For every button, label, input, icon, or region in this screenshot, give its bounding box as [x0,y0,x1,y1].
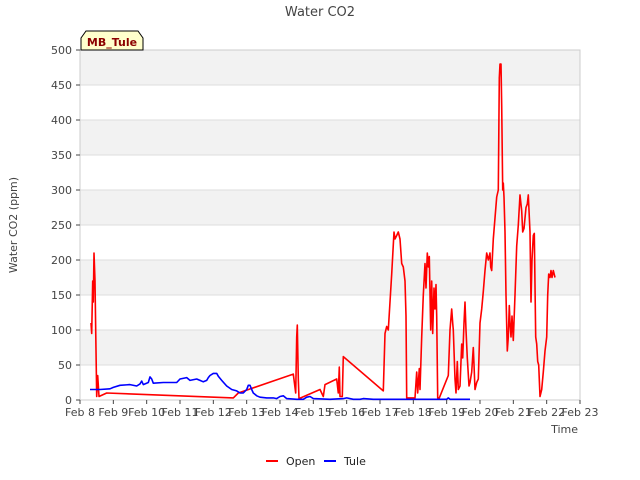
y-tick-label: 100 [51,324,72,337]
x-tick-label: Feb 15 [295,406,332,419]
x-tick-label: Feb 22 [528,406,565,419]
x-tick-label: Feb 23 [562,406,599,419]
series-line-open [90,63,556,400]
x-axis-label: Time [550,423,578,436]
gridlines [80,49,580,401]
grid-band [80,120,580,155]
x-tick-label: Feb 19 [428,406,465,419]
station-badge-box [80,30,144,51]
x-tick-label: Feb 20 [462,406,499,419]
y-tick-label: 200 [51,254,72,267]
x-tick-label: Feb 10 [128,406,165,419]
x-tick-label: Feb 16 [328,406,365,419]
y-tick-label: 250 [51,219,72,232]
y-tick-label: 500 [51,44,72,57]
series-line-tule [90,372,470,401]
x-tick-label: Feb 12 [195,406,232,419]
legend-label: Tule [343,455,366,468]
x-tick-label: Feb 14 [262,406,299,419]
legend-label: Open [286,455,315,468]
y-axis-ticks: 0 50 100 150 200 250 300 350 400 450 500 [51,44,80,407]
x-tick-label: Feb 21 [495,406,532,419]
grid-band [80,330,580,365]
y-tick-label: 300 [51,184,72,197]
chart-title: Water CO2 [285,5,355,20]
x-tick-label: Feb 13 [228,406,265,419]
station-badge: MB_Tule [80,30,144,51]
legend: Open Tule [266,455,366,468]
y-tick-label: 150 [51,289,72,302]
y-tick-label: 50 [58,359,72,372]
y-tick-label: 450 [51,79,72,92]
x-tick-label: Feb 18 [395,406,432,419]
grid-band [80,260,580,295]
series-layer [90,63,556,401]
x-tick-label: Feb 11 [162,406,199,419]
x-tick-label: Feb 8 [65,406,95,419]
grid-band [80,50,580,85]
station-badge-label: MB_Tule [87,36,137,49]
x-tick-label: Feb 17 [362,406,399,419]
y-axis-label: Water CO2 (ppm) [7,177,20,273]
y-tick-label: 400 [51,114,72,127]
y-tick-label: 0 [65,394,72,407]
background-bands [80,50,580,365]
x-tick-label: Feb 9 [98,406,128,419]
y-tick-label: 350 [51,149,72,162]
